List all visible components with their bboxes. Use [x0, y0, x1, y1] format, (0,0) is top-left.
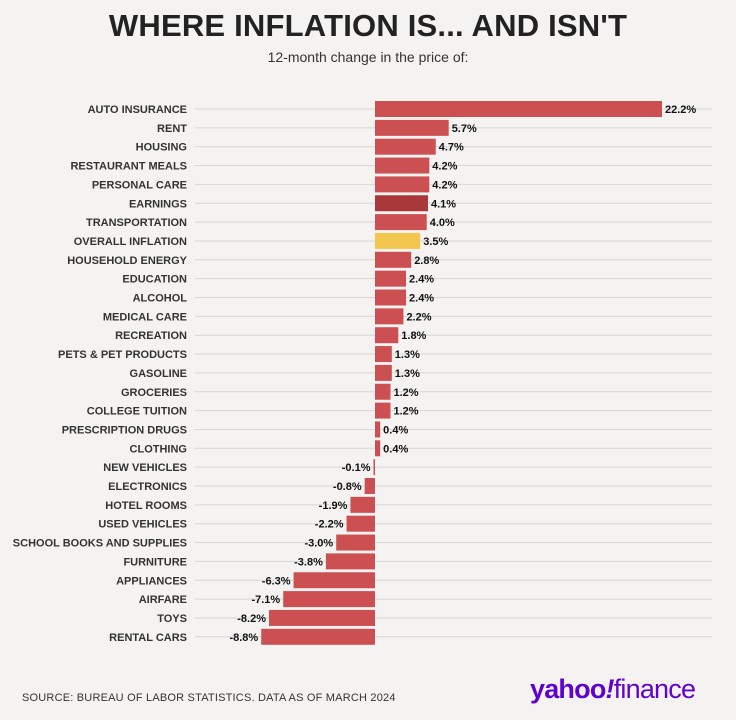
- data-label: -1.9%: [319, 500, 348, 512]
- bar: [375, 346, 392, 363]
- bar: [375, 402, 391, 419]
- category-label: TRANSPORTATION: [86, 217, 187, 229]
- data-label: 1.2%: [394, 387, 419, 399]
- category-label: AIRFARE: [139, 594, 187, 606]
- category-label: FURNITURE: [123, 556, 187, 568]
- data-label: -3.8%: [294, 556, 323, 568]
- category-label: RESTAURANT MEALS: [70, 161, 187, 173]
- category-label: APPLIANCES: [116, 575, 187, 587]
- bar: [375, 195, 429, 212]
- category-label: OVERALL INFLATION: [74, 236, 187, 248]
- bar: [375, 327, 399, 344]
- chart-subtitle: 12-month change in the price of:: [267, 49, 469, 65]
- bar: [375, 270, 407, 287]
- data-label: -8.8%: [229, 632, 258, 644]
- data-label: 4.0%: [430, 217, 455, 229]
- bar: [375, 214, 427, 231]
- bar: [346, 515, 375, 532]
- data-label: -6.3%: [262, 575, 291, 587]
- category-label: USED VEHICLES: [98, 519, 187, 531]
- bar: [268, 609, 375, 626]
- data-label: -2.2%: [315, 519, 344, 531]
- bar: [375, 176, 430, 193]
- category-label: PETS & PET PRODUCTS: [58, 349, 187, 361]
- category-label: RENTAL CARS: [109, 632, 187, 644]
- bar: [373, 459, 375, 476]
- category-label: CLOTHING: [130, 443, 187, 455]
- category-label: GASOLINE: [130, 368, 187, 380]
- category-label: COLLEGE TUITION: [87, 406, 187, 418]
- bar: [325, 553, 375, 570]
- category-label: GROCERIES: [121, 387, 187, 399]
- data-label: 4.2%: [432, 161, 457, 173]
- bar: [375, 232, 421, 249]
- category-label: PERSONAL CARE: [92, 179, 187, 191]
- category-label: HOUSEHOLD ENERGY: [67, 255, 187, 267]
- category-label: NEW VEHICLES: [103, 462, 187, 474]
- category-label: SCHOOL BOOKS AND SUPPLIES: [13, 538, 187, 550]
- data-label: 2.2%: [406, 311, 431, 323]
- data-label: -0.8%: [333, 481, 362, 493]
- category-label: AUTO INSURANCE: [88, 104, 187, 116]
- data-label: -0.1%: [342, 462, 371, 474]
- bar: [375, 251, 412, 268]
- bar: [375, 119, 449, 136]
- category-label: PRESCRIPTION DRUGS: [62, 424, 187, 436]
- data-label: 5.7%: [452, 123, 477, 135]
- data-label: 4.1%: [431, 198, 456, 210]
- data-label: 1.2%: [394, 406, 419, 418]
- category-label: HOUSING: [136, 142, 187, 154]
- bar: [375, 101, 662, 117]
- category-label: HOTEL ROOMS: [105, 500, 187, 512]
- bar: [364, 478, 375, 494]
- bar: [375, 308, 404, 325]
- category-label: TOYS: [157, 613, 187, 625]
- category-label: RECREATION: [115, 330, 187, 342]
- data-label: -3.0%: [304, 538, 333, 550]
- category-label: ALCOHOL: [133, 293, 188, 305]
- data-label: 2.4%: [409, 293, 434, 305]
- data-label: 2.4%: [409, 274, 434, 286]
- category-label: MEDICAL CARE: [103, 311, 187, 323]
- data-label: -7.1%: [251, 594, 280, 606]
- data-label: 0.4%: [383, 424, 408, 436]
- data-label: 3.5%: [423, 236, 448, 248]
- data-label: 22.2%: [665, 104, 696, 116]
- bar: [375, 157, 430, 174]
- data-label: 1.3%: [395, 368, 420, 380]
- data-label: 4.7%: [439, 142, 464, 154]
- category-label: ELECTRONICS: [108, 481, 187, 493]
- chart-title: WHERE INFLATION IS... AND ISN'T: [108, 8, 628, 43]
- bar: [375, 421, 381, 438]
- data-label: 4.2%: [432, 179, 457, 191]
- data-label: 1.3%: [395, 349, 420, 361]
- bar: [261, 628, 375, 645]
- bar: [293, 572, 375, 589]
- bar: [375, 364, 392, 381]
- category-label: EARNINGS: [129, 198, 187, 210]
- data-label: 0.4%: [383, 443, 408, 455]
- bar: [283, 591, 375, 608]
- category-label: EDUCATION: [122, 274, 187, 286]
- bar-chart: AUTO INSURANCE 22.2% RENT 5.7% HOUSING 4.7% RE…: [13, 101, 712, 645]
- bar: [375, 289, 407, 306]
- data-label: 2.8%: [414, 255, 439, 267]
- bar: [336, 534, 375, 551]
- yahoo-finance-logo: yahoo!finance: [530, 674, 696, 704]
- data-label: -8.2%: [237, 613, 266, 625]
- bar: [350, 496, 375, 513]
- bar: [375, 138, 436, 155]
- data-label: 1.8%: [401, 330, 426, 342]
- category-label: RENT: [157, 123, 187, 135]
- bar: [375, 440, 381, 457]
- source-note: SOURCE: BUREAU OF LABOR STATISTICS. DATA…: [22, 692, 396, 704]
- bar: [375, 383, 391, 400]
